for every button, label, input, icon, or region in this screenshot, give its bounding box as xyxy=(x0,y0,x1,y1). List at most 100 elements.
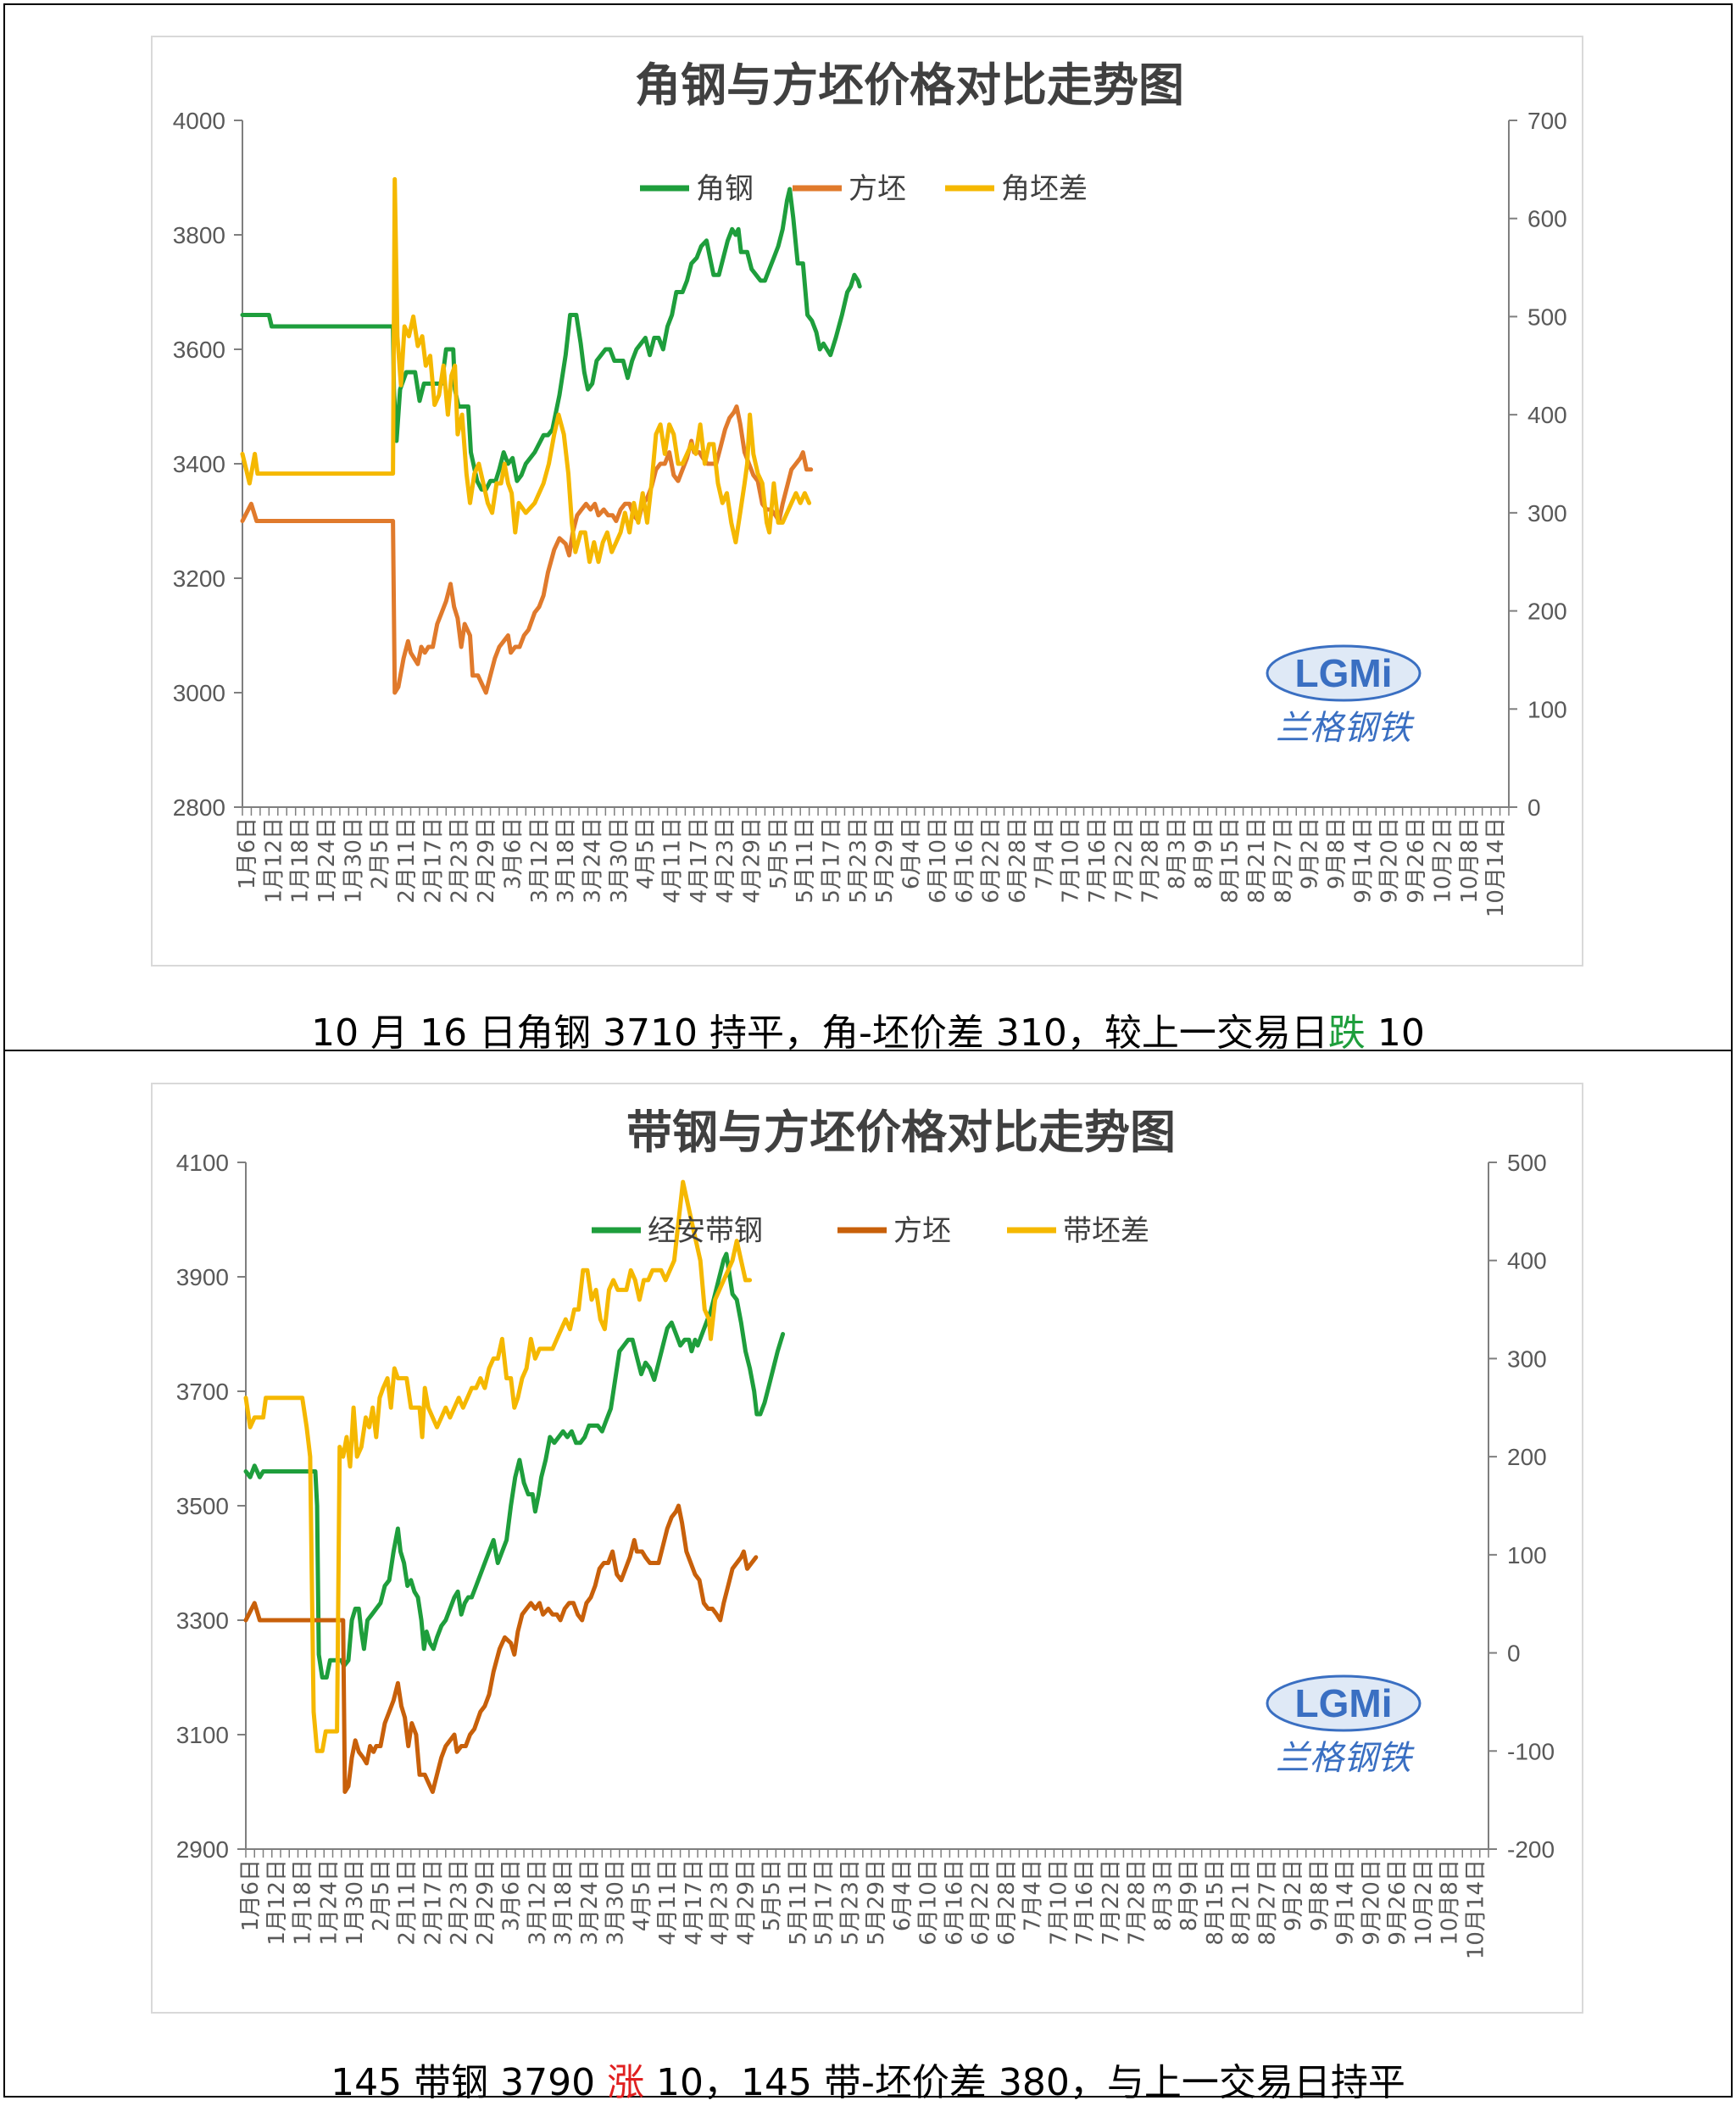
x-tick-label: 6月22日 xyxy=(979,817,1004,904)
angle-steel-chart: 角钢与方坯价格对比走势图2800300032003400360038004000… xyxy=(173,58,1567,917)
x-tick-label: 5月17日 xyxy=(812,1859,837,1946)
x-tick-label: 5月11日 xyxy=(786,1859,811,1946)
series-line-1 xyxy=(240,187,862,492)
x-tick-label: 4月5日 xyxy=(633,817,659,889)
x-tick-label: 8月3日 xyxy=(1165,817,1190,889)
x-tick-label: 2月11日 xyxy=(394,817,420,904)
x-tick-label: 7月4日 xyxy=(1021,1859,1046,1931)
caption-text: 10 月 16 日角钢 3710 持平，角-坯价差 310，较上一交易日 xyxy=(311,1011,1328,1055)
x-tick-label: 4月23日 xyxy=(713,817,738,904)
x-tick-label: 10月14日 xyxy=(1483,817,1509,917)
x-tick-label: 7月28日 xyxy=(1138,817,1164,904)
left-tick-label: 3700 xyxy=(176,1379,229,1405)
caption-text-end: 10 xyxy=(1365,1011,1425,1055)
x-tick-label: 3月18日 xyxy=(554,817,579,904)
right-tick-label: 100 xyxy=(1507,1542,1547,1568)
right-tick-label: 200 xyxy=(1507,1444,1547,1470)
x-tick-label: 7月4日 xyxy=(1032,817,1057,889)
x-tick-label: 10月14日 xyxy=(1463,1859,1488,1959)
x-tick-label: 1月6日 xyxy=(235,817,260,889)
x-tick-label: 6月10日 xyxy=(926,817,951,904)
x-tick-label: 2月23日 xyxy=(448,817,473,904)
x-tick-label: 1月12日 xyxy=(264,1859,290,1946)
x-tick-label: 6月22日 xyxy=(968,1859,993,1946)
left-tick-label: 2900 xyxy=(176,1836,229,1863)
series-line-3 xyxy=(243,1179,753,1753)
x-tick-label: 9月20日 xyxy=(1359,1859,1384,1946)
x-tick-label: 3月30日 xyxy=(604,1859,629,1946)
x-tick-label: 6月28日 xyxy=(994,1859,1020,1946)
x-tick-label: 1月12日 xyxy=(261,817,287,904)
right-tick-label: -200 xyxy=(1507,1836,1555,1863)
x-tick-label: 3月24日 xyxy=(577,1859,603,1946)
x-tick-label: 2月5日 xyxy=(368,817,393,889)
right-tick-label: 400 xyxy=(1527,402,1567,428)
right-tick-label: 400 xyxy=(1507,1248,1547,1274)
left-tick-label: 3300 xyxy=(176,1607,229,1634)
x-tick-label: 3月12日 xyxy=(527,817,553,904)
x-tick-label: 4月11日 xyxy=(659,817,685,904)
x-tick-label: 2月5日 xyxy=(369,1859,394,1931)
caption-text: 145 带钢 3790 xyxy=(331,2061,608,2104)
x-tick-label: 6月10日 xyxy=(916,1859,942,1946)
x-tick-label: 1月30日 xyxy=(342,1859,368,1946)
x-tick-label: 1月18日 xyxy=(288,817,314,904)
x-tick-label: 3月6日 xyxy=(499,1859,525,1931)
left-tick-label: 4000 xyxy=(173,108,225,134)
right-tick-label: 500 xyxy=(1507,1150,1547,1176)
left-tick-label: 3400 xyxy=(173,451,225,477)
panel-divider xyxy=(3,1050,1733,1051)
right-tick-label: 100 xyxy=(1527,696,1567,722)
legend-label: 方坯 xyxy=(849,172,906,206)
x-tick-label: 1月24日 xyxy=(314,817,340,904)
x-tick-label: 7月22日 xyxy=(1111,817,1137,904)
right-tick-label: 500 xyxy=(1527,304,1567,330)
left-tick-label: 3800 xyxy=(173,222,225,248)
angle-steel-chart-panel: 角钢与方坯价格对比走势图 2800 3000 3200 3400 3600 3800 4000… xyxy=(151,36,1583,967)
right-tick-label: 200 xyxy=(1527,599,1567,625)
x-tick-label: 4月17日 xyxy=(682,1859,707,1946)
x-tick-label: 6月28日 xyxy=(1005,817,1031,904)
x-tick-label: 10月2日 xyxy=(1430,817,1455,904)
x-tick-label: 8月15日 xyxy=(1218,817,1244,904)
strip-steel-chart-panel: 带钢与方坯价格对比走势图 2900 3100 3300 3500 3700 3900 4100… xyxy=(151,1083,1583,2014)
left-tick-label: 2800 xyxy=(173,794,225,821)
angle-steel-caption: 10 月 16 日角钢 3710 持平，角-坯价差 310，较上一交易日跌 10 xyxy=(0,1002,1736,1056)
x-tick-label: 5月5日 xyxy=(760,1859,785,1931)
strip-steel-chart: 带钢与方坯价格对比走势图 2900 3100 3300 3500 3700 3900 4100… xyxy=(176,1106,1555,1959)
x-tick-label: 4月29日 xyxy=(733,1859,759,1946)
x-tick-label: 4月5日 xyxy=(629,1859,654,1931)
x-tick-label: 2月17日 xyxy=(420,1859,446,1946)
strip-steel-caption: 145 带钢 3790 涨 10，145 带-坯价差 380，与上一交易日持平 xyxy=(0,2052,1736,2106)
left-tick-label: 3600 xyxy=(173,337,225,363)
legend-label: 角坯差 xyxy=(1001,172,1088,206)
x-tick-label: 7月10日 xyxy=(1046,1859,1071,1946)
x-tick-label: 8月27日 xyxy=(1255,1859,1280,1946)
x-tick-label: 9月26日 xyxy=(1385,1859,1410,1946)
x-tick-label: 4月29日 xyxy=(740,817,765,904)
left-tick-label: 3900 xyxy=(176,1264,229,1290)
series-line-2 xyxy=(240,404,814,695)
x-tick-label: 8月15日 xyxy=(1203,1859,1228,1946)
left-tick-label: 3100 xyxy=(176,1722,229,1748)
x-tick-label: 5月23日 xyxy=(837,1859,863,1946)
x-tick-label: 10月2日 xyxy=(1411,1859,1437,1946)
x-tick-label: 8月9日 xyxy=(1177,1859,1202,1931)
x-tick-label: 7月10日 xyxy=(1059,817,1084,904)
legend-label: 经安带钢 xyxy=(648,1214,763,1248)
right-tick-label: 700 xyxy=(1527,108,1567,134)
x-tick-label: 6月16日 xyxy=(942,1859,967,1946)
x-tick-label: 5月23日 xyxy=(846,817,871,904)
legend-label: 角钢 xyxy=(696,172,754,206)
x-tick-label: 1月24日 xyxy=(316,1859,342,1946)
x-tick-label: 8月21日 xyxy=(1229,1859,1255,1946)
x-tick-label: 8月27日 xyxy=(1271,817,1296,904)
left-tick-label: 3200 xyxy=(173,566,225,592)
right-tick-label: 600 xyxy=(1527,206,1567,232)
x-tick-label: 4月11日 xyxy=(655,1859,681,1946)
left-tick-label: 3500 xyxy=(176,1493,229,1519)
left-tick-label: 4100 xyxy=(176,1150,229,1176)
right-tick-label: 0 xyxy=(1527,794,1541,821)
x-tick-label: 6月4日 xyxy=(890,1859,915,1931)
x-tick-label: 3月24日 xyxy=(580,817,605,904)
